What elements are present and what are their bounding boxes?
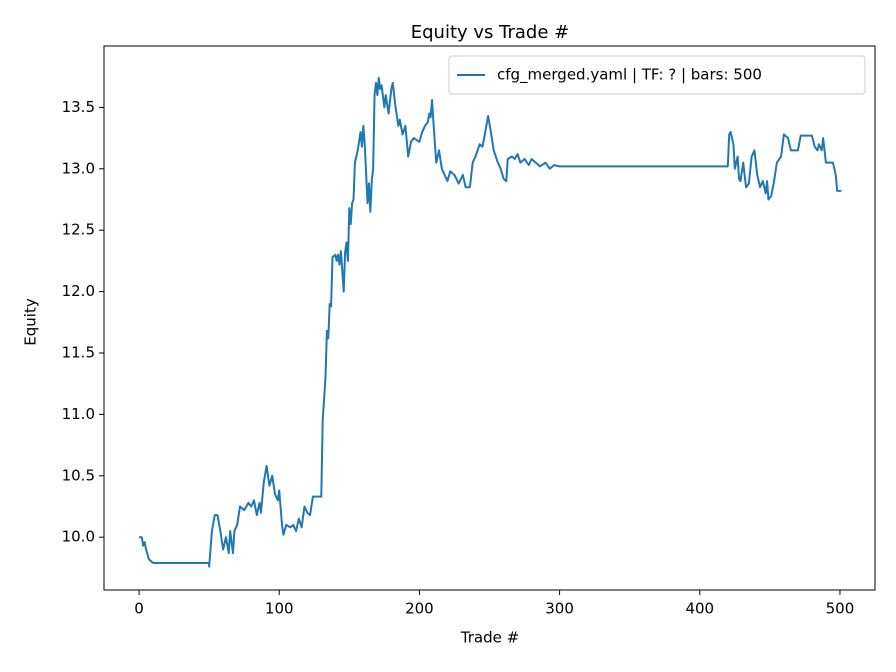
x-tick-label: 200 <box>405 600 434 618</box>
y-tick-label: 10.5 <box>62 466 95 484</box>
x-tick-label: 100 <box>265 600 294 618</box>
y-tick-label: 12.5 <box>62 221 95 239</box>
plot-frame <box>103 45 876 591</box>
x-axis-label: Trade # <box>460 629 519 647</box>
y-axis-label: Equity <box>22 298 40 346</box>
y-tick-label: 13.5 <box>62 98 95 116</box>
x-tick-label: 400 <box>685 600 714 618</box>
line-series <box>139 76 842 568</box>
y-tick-label: 13.0 <box>62 159 95 177</box>
y-tick-label: 12.0 <box>62 282 95 300</box>
y-tick-label: 11.0 <box>62 405 95 423</box>
chart-title: Equity vs Trade # <box>411 22 569 43</box>
y-tick-label: 11.5 <box>62 343 95 361</box>
legend-box <box>448 55 866 95</box>
x-tick-label: 0 <box>134 600 144 618</box>
legend-label: cfg_merged.yaml | TF: ? | bars: 500 <box>497 66 762 85</box>
x-tick-label: 300 <box>545 600 574 618</box>
y-tick-label: 10.0 <box>62 528 95 546</box>
x-tick-label: 500 <box>826 600 855 618</box>
